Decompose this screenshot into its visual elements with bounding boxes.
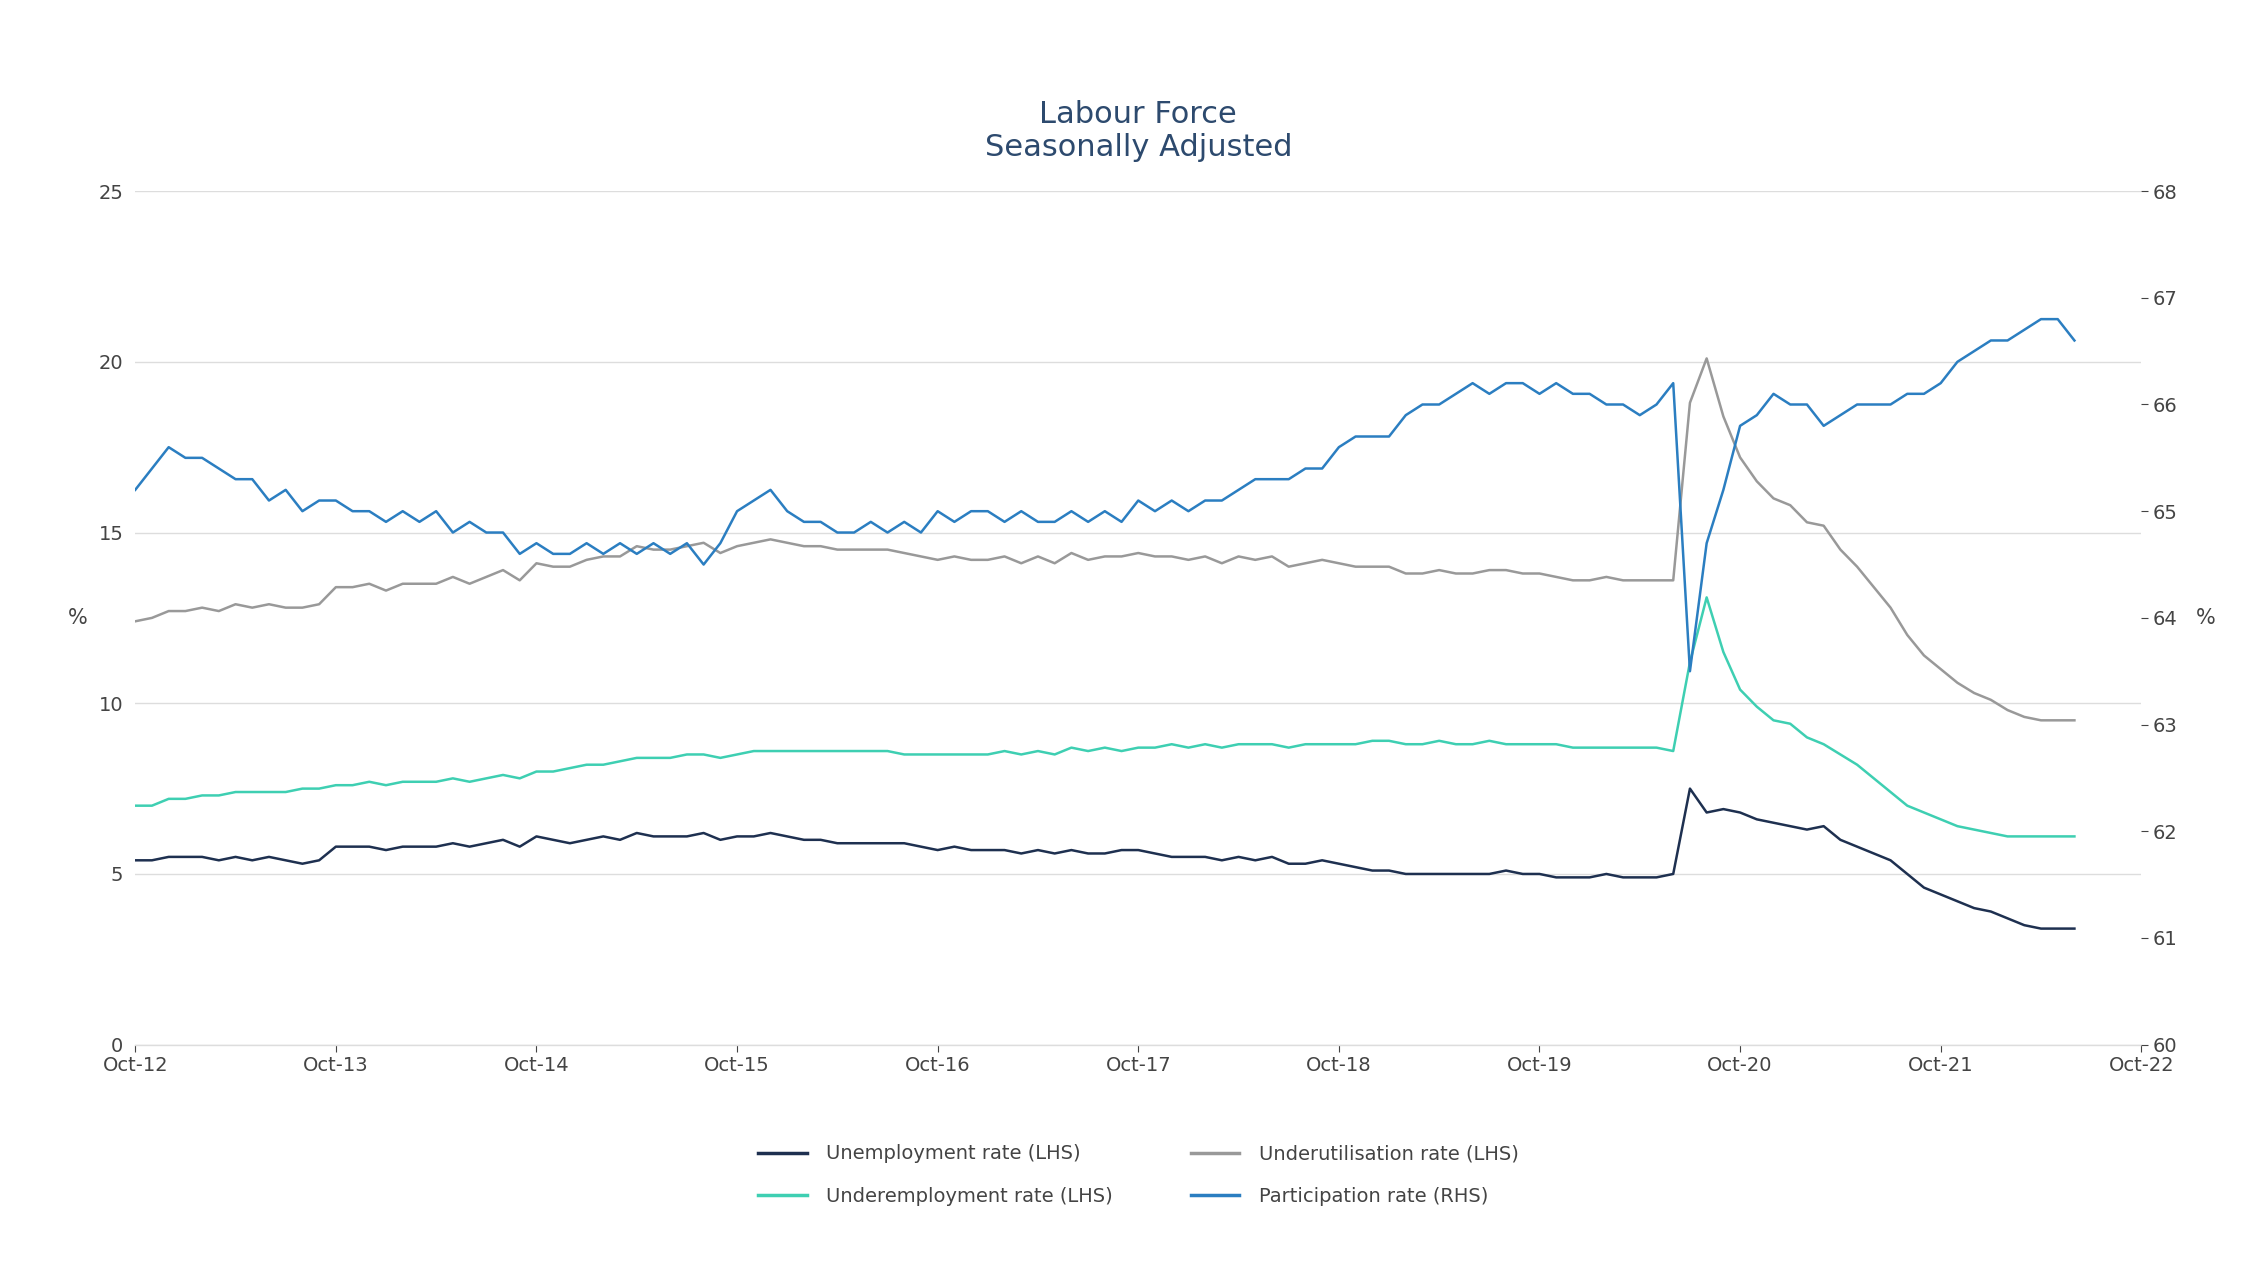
Y-axis label: %: % (68, 608, 88, 628)
Legend: Unemployment rate (LHS), Underemployment rate (LHS), Underutilisation rate (LHS): Unemployment rate (LHS), Underemployment… (757, 1144, 1519, 1205)
Title: Labour Force
Seasonally Adjusted: Labour Force Seasonally Adjusted (985, 99, 1292, 162)
Y-axis label: %: % (2195, 608, 2216, 628)
